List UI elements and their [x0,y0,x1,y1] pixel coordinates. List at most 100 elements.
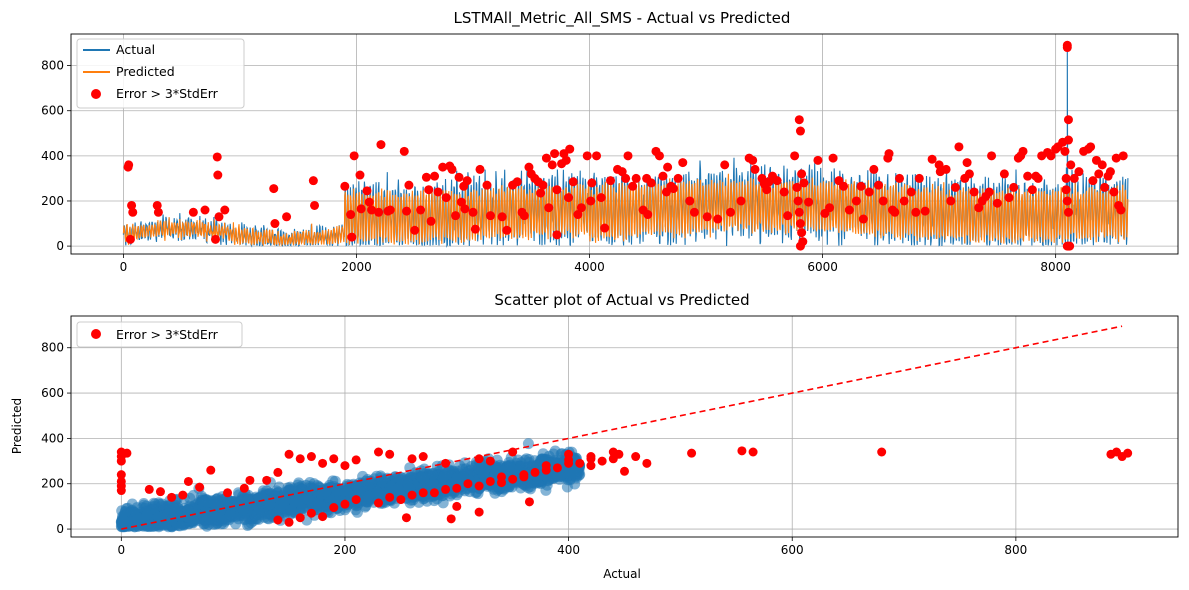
error-point [906,187,916,197]
error-point [1062,196,1072,206]
error-point [340,461,350,471]
error-point [713,214,723,224]
scatter-point [487,483,499,495]
error-point [946,196,956,206]
error-point [122,448,132,458]
scatter-point [141,509,153,521]
scatter-point [491,454,503,466]
error-point [269,184,279,194]
error-point [212,152,222,162]
error-point [596,193,606,203]
error-point [592,151,602,161]
error-point [541,461,551,471]
error-point [954,142,964,152]
error-point [874,180,884,190]
error-point [687,448,697,458]
error-point [144,484,154,494]
error-point [346,210,356,220]
error-point [306,452,316,462]
actual-vs-predicted-line-chart: LSTMAll_Metric_All_SMS - Actual vs Predi… [41,9,1179,274]
error-point [367,205,377,215]
error-point [1086,142,1096,152]
error-point [568,177,578,187]
error-point [329,454,339,464]
error-point [678,158,688,168]
legend-error-marker-bottom [91,329,101,339]
error-point [374,447,383,457]
error-point [1004,193,1014,203]
bottom-xtick-label: 0 [117,543,125,557]
error-point [839,181,849,191]
scatter-point [522,482,534,494]
error-point [969,187,979,197]
bottom-error-points [116,446,1133,527]
error-point [195,482,205,492]
scatter-point [308,478,320,490]
top-legend-box [76,38,245,109]
error-point [441,458,451,468]
error-point [508,447,518,457]
scatter-point [371,486,383,498]
error-point [689,207,699,217]
scatter-point [427,469,439,481]
error-point [858,214,868,224]
error-point [792,182,802,192]
scatter-point [181,509,193,521]
top-xtick-label: 6000 [807,260,838,274]
error-point [895,173,905,183]
error-point [404,180,414,190]
error-point [153,207,163,217]
error-point [804,197,814,207]
scatter-point [118,515,130,527]
top-xtick-label: 0 [120,260,128,274]
bottom-xtick-label: 600 [781,543,804,557]
error-point [795,126,805,136]
error-point [433,187,443,197]
error-point [1033,173,1043,183]
error-point [407,490,417,500]
top-ytick-label: 0 [56,239,64,253]
top-axes-frame [70,33,1179,255]
error-point [617,167,627,177]
error-point [262,475,272,485]
error-point [329,503,339,513]
bottom-chart-title: Scatter plot of Actual vs Predicted [494,291,749,309]
error-point [530,467,540,477]
error-point [934,160,944,170]
error-point [673,173,683,183]
error-point [284,449,294,459]
error-point [214,212,224,222]
error-point [914,173,924,183]
scatter-point [503,481,515,493]
error-point [920,206,930,216]
legend-predicted-label: Predicted [116,64,175,79]
error-point [421,172,431,182]
scatter-point [187,489,199,501]
scatter-point [427,477,439,489]
error-point [1123,448,1133,458]
error-point [1061,185,1071,195]
top-ytick-label: 400 [41,149,64,163]
error-point [128,207,138,217]
error-point [582,151,592,161]
scatter-point [504,460,516,472]
error-point [385,449,395,459]
error-point [497,212,507,222]
error-point [441,193,451,203]
error-point [587,178,597,188]
error-point [646,178,656,188]
scatter-point [302,493,313,505]
error-point [116,481,126,491]
error-point [964,169,974,179]
error-point [474,481,484,491]
error-point [654,151,664,161]
error-point [239,483,249,493]
top-error-points [123,40,1128,251]
top-tick-labels: 0 2000 4000 6000 8000 0 200 400 600 800 [41,59,1071,274]
error-point [349,151,359,161]
error-point [552,230,562,240]
scatter-point [438,470,450,482]
error-point [828,153,838,163]
error-point [1105,167,1115,177]
error-point [1060,146,1070,156]
